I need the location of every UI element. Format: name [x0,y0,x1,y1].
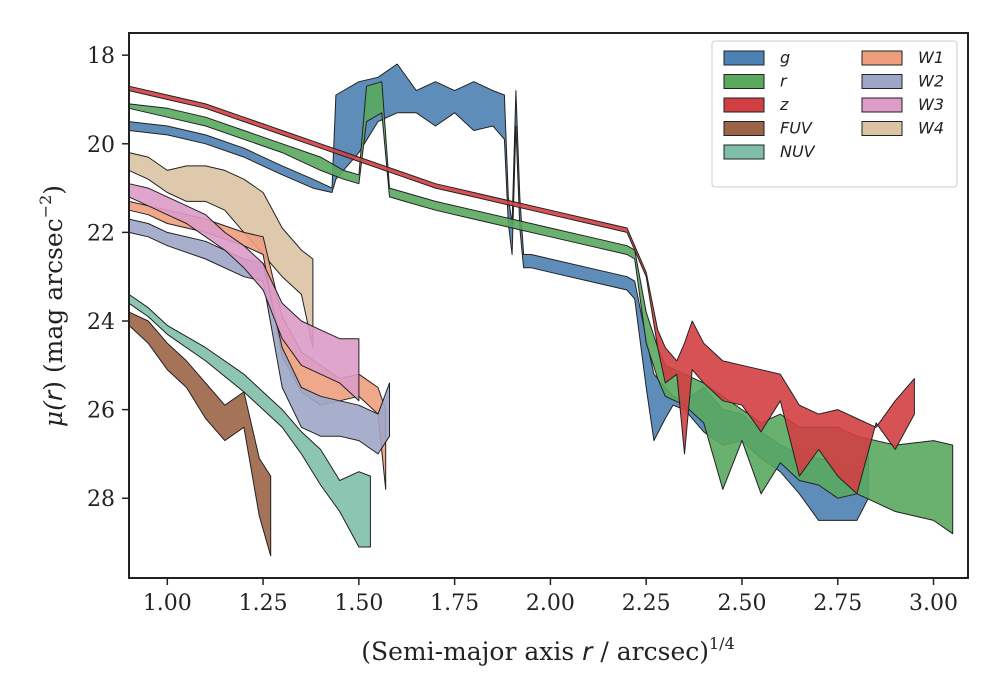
x-tick-label: 3.00 [909,591,958,616]
legend-label: r [780,72,788,91]
legend-label: W3 [918,95,944,114]
legend-item-w3: W3 [861,95,944,114]
legend: grz FUV NUV W1 W2 W3 W4 [711,40,958,188]
x-axis-label-sup: 1/4 [709,634,735,653]
plot-frame [128,32,969,579]
y-axis-label-sup: −2 [36,195,55,219]
legend-items: grz FUV NUV W1 W2 W3 W4 [723,48,944,161]
x-tick-label: 2.25 [622,591,671,616]
band-w2 [128,218,390,455]
legend-swatch [861,97,903,113]
legend-item-fuv: FUV [723,119,813,138]
legend-item-g: g [723,48,790,67]
x-tick-label: 1.25 [239,591,288,616]
legend-label: W4 [918,119,944,138]
legend-item-z: z [723,95,789,114]
surface-brightness-bands [128,63,954,557]
x-axis-label: (Semi-major axis r / arcsec)1/4 [361,634,735,666]
legend-item-w1: W1 [861,48,944,67]
legend-swatch [723,50,765,66]
y-axis-label: μ(r) (mag arcsec−2) [36,185,68,427]
legend-item-w4: W4 [861,119,944,138]
x-tick-label: 2.75 [813,591,862,616]
y-tick-label: 24 [87,310,115,335]
x-axis-ticks: 1.00 1.25 1.50 1.75 2.00 2.25 2.50 2.75 3.00 [143,578,958,616]
y-axis-label-var: r [39,389,68,401]
legend-label: g [780,48,790,67]
x-axis-label-end: / arcsec) [592,637,709,666]
legend-swatch [861,74,903,89]
legend-label: NUV [780,142,816,161]
legend-label: W1 [918,48,944,67]
band-fuv [128,311,272,557]
y-axis-ticks: 18 20 22 24 26 28 [87,44,129,512]
band-z [128,85,915,495]
y-axis-label-end: ) [39,185,68,195]
legend-swatch [723,74,765,89]
legend-item-w2: W2 [861,72,944,91]
x-tick-label: 1.50 [334,591,383,616]
y-tick-label: 28 [87,487,115,512]
legend-swatch [723,97,765,113]
y-axis-label-mid: ) (mag arcsec [39,218,68,391]
legend-swatch [723,121,765,136]
band-w3 [128,183,360,402]
x-axis-label-var: r [582,637,594,666]
y-tick-label: 22 [87,221,115,246]
legend-label: z [779,95,789,114]
y-tick-label: 26 [87,399,115,424]
legend-item-nuv: NUV [723,142,816,161]
legend-swatch [861,121,903,136]
band-nuv [128,293,371,548]
x-tick-label: 2.00 [526,591,575,616]
legend-label: W2 [918,72,944,91]
band-r [128,81,954,535]
x-axis-label-main: (Semi-major axis [361,637,582,666]
legend-swatch [723,144,765,160]
y-tick-label: 20 [87,133,115,158]
y-axis-label-mu: μ( [39,400,68,427]
legend-label: FUV [780,119,813,138]
legend-swatch [861,50,903,66]
x-tick-label: 2.50 [717,591,766,616]
x-tick-label: 1.00 [143,591,192,616]
y-tick-label: 18 [87,44,115,69]
x-tick-label: 1.75 [430,591,479,616]
legend-item-r: r [723,72,788,91]
